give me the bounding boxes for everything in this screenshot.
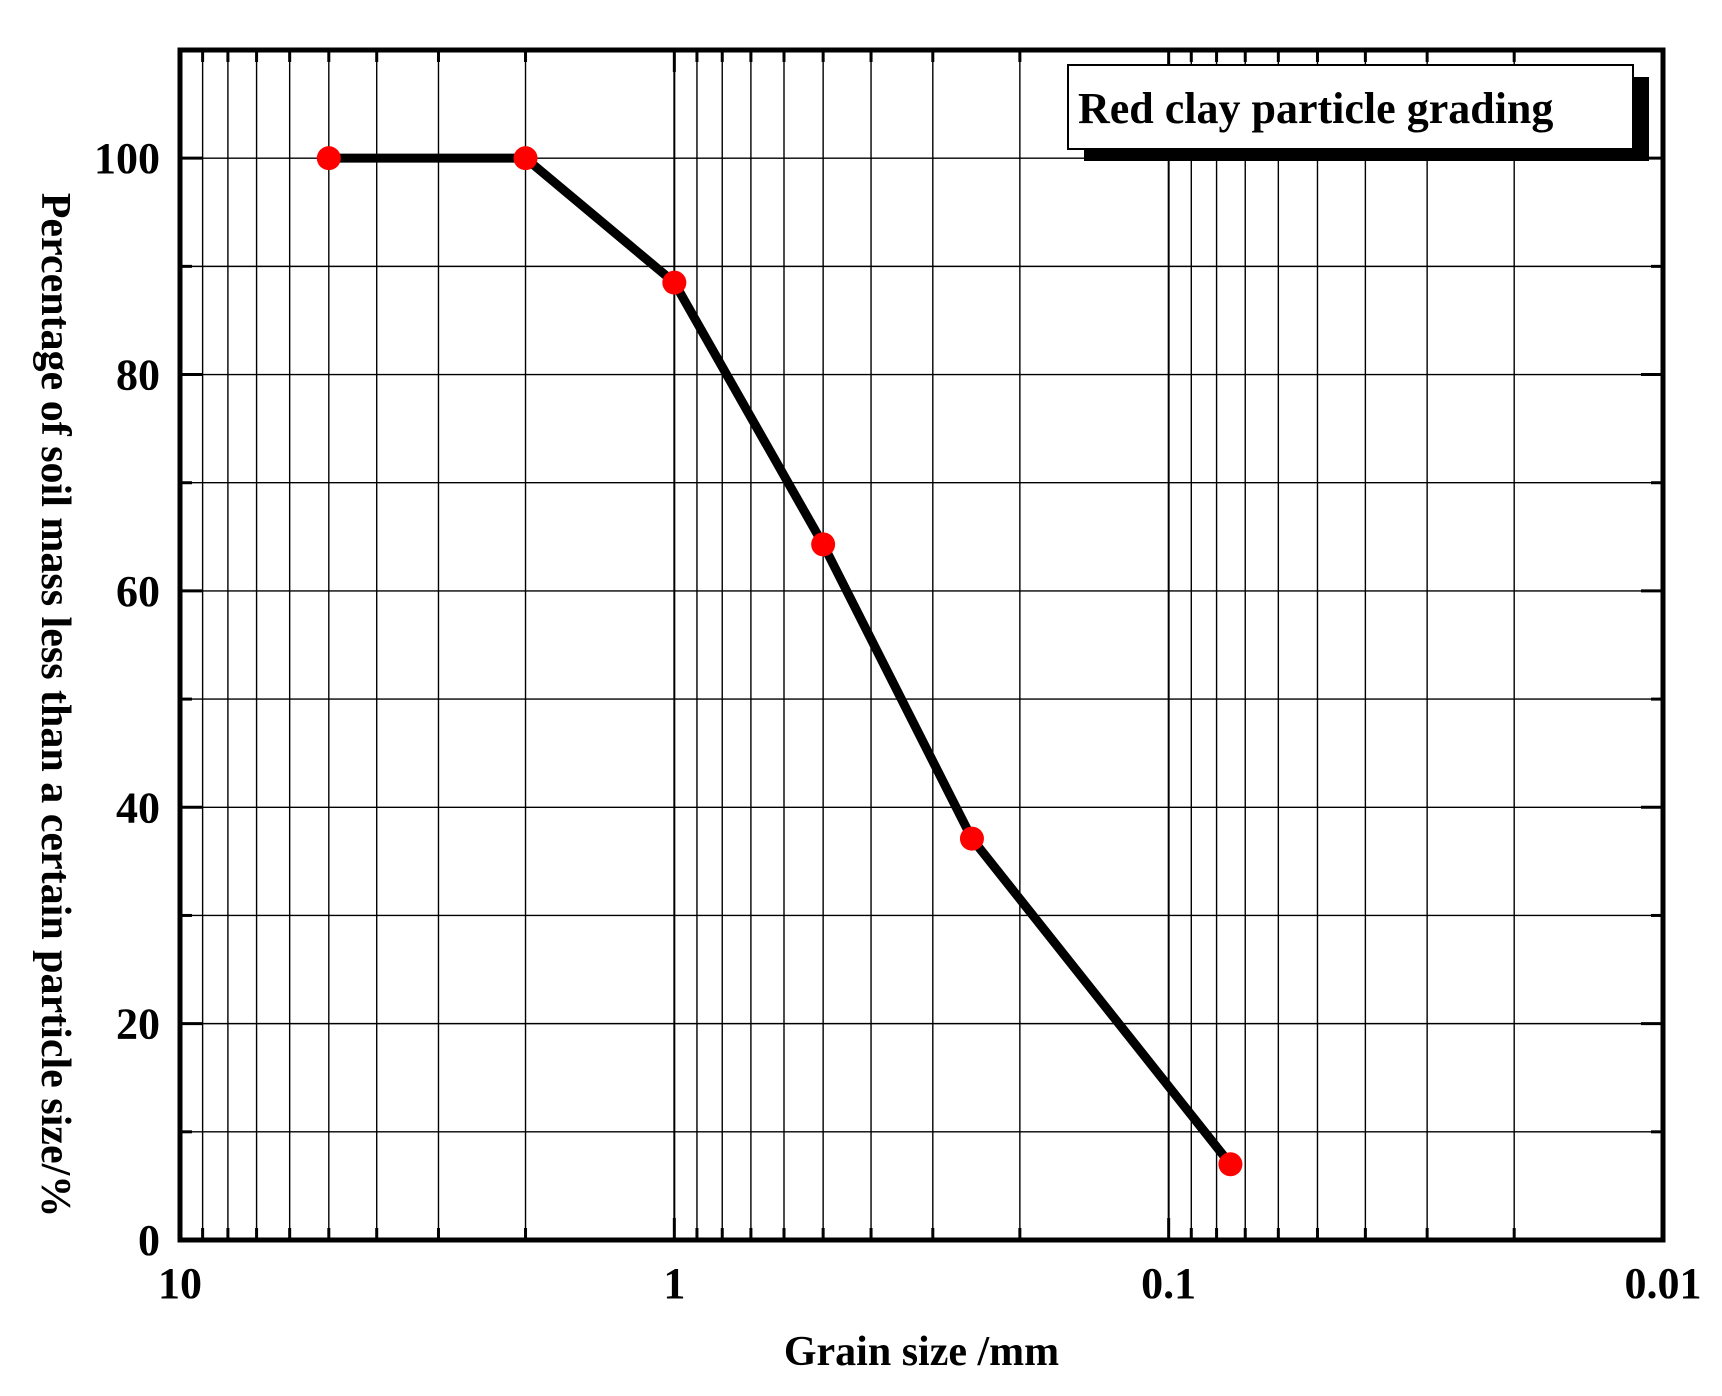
x-tick-label: 10 (158, 1259, 202, 1308)
plot-frame (177, 47, 1666, 1243)
y-tick-label: 60 (116, 567, 160, 616)
series-line (328, 153, 1234, 1168)
y-tick-label: 20 (116, 1000, 160, 1049)
y-axis-title: Percentage of soil mass less than a cert… (32, 193, 78, 1218)
data-point (513, 146, 538, 171)
y-tick-label: 0 (138, 1216, 160, 1265)
x-tick-label: 0.1 (1141, 1259, 1196, 1308)
series-layer (316, 146, 1243, 1177)
x-tick-label: 0.01 (1625, 1259, 1702, 1308)
x-tick-label: 1 (663, 1259, 685, 1308)
x-axis-title: Grain size /mm (784, 1329, 1059, 1375)
legend-label: Red clay particle grading (1078, 84, 1553, 133)
grid (180, 50, 1664, 1240)
axis-ticks: 10 1 0.1 0.01 0 20 40 60 80 100 (94, 50, 1702, 1308)
legend: Red clay particle grading (1067, 64, 1649, 161)
y-tick-label: 40 (116, 783, 160, 832)
data-point (959, 826, 984, 851)
data-point (316, 146, 341, 171)
data-point (1218, 1152, 1243, 1177)
legend-box (1067, 64, 1634, 150)
y-tick-label: 80 (116, 351, 160, 400)
data-point (811, 532, 836, 557)
y-tick-label: 100 (94, 134, 160, 183)
data-point (662, 270, 687, 295)
